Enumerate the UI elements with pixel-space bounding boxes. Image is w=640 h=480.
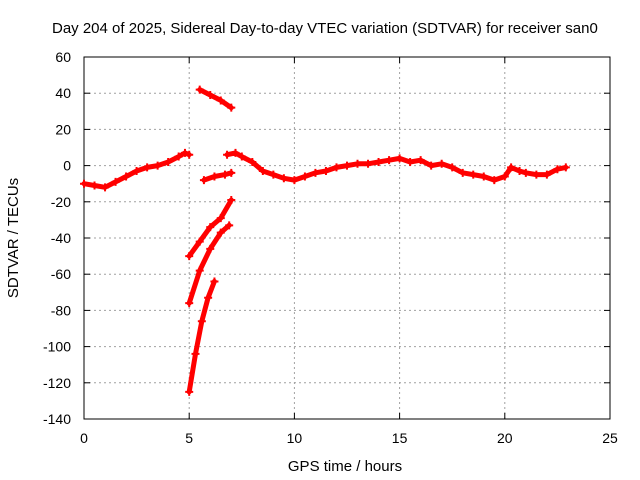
data-point	[227, 195, 236, 204]
data-point	[458, 168, 467, 177]
data-series	[80, 85, 570, 396]
data-point	[80, 179, 88, 188]
data-point	[311, 168, 320, 177]
data-point	[500, 172, 509, 181]
x-tick-label: 0	[80, 430, 88, 446]
data-point	[220, 170, 229, 179]
data-point	[427, 161, 436, 170]
data-point	[374, 157, 383, 166]
data-point	[469, 170, 478, 179]
data-point	[111, 177, 120, 186]
data-point	[185, 150, 194, 159]
axis-ticks	[83, 56, 611, 420]
x-tick-labels: 0 5 10 15 20 25	[80, 430, 618, 446]
x-tick-label: 5	[185, 430, 193, 446]
data-point	[223, 150, 232, 159]
y-tick-label: -140	[43, 411, 71, 427]
data-point	[164, 157, 173, 166]
y-tick-label: 20	[55, 121, 71, 137]
data-point	[185, 299, 194, 308]
data-point	[185, 387, 194, 396]
data-point	[153, 161, 162, 170]
data-point	[490, 176, 499, 185]
data-point	[353, 159, 362, 168]
data-point	[448, 163, 457, 172]
data-point	[174, 152, 183, 161]
data-point	[143, 163, 152, 172]
data-point	[90, 181, 99, 190]
data-point	[515, 167, 524, 176]
data-point	[210, 277, 219, 286]
data-point	[437, 159, 446, 168]
data-point	[507, 163, 516, 172]
data-point	[227, 103, 236, 112]
y-tick-label: -80	[51, 302, 71, 318]
data-point	[199, 176, 208, 185]
data-point	[479, 172, 488, 181]
data-point	[290, 176, 299, 185]
y-tick-label: -100	[43, 339, 71, 355]
data-point	[416, 156, 425, 165]
data-point	[122, 172, 131, 181]
data-point	[332, 163, 341, 172]
y-tick-label: -20	[51, 194, 71, 210]
data-point	[216, 214, 225, 223]
data-point	[258, 167, 267, 176]
data-point	[185, 252, 194, 261]
data-point	[206, 91, 215, 100]
data-point	[300, 172, 309, 181]
x-axis-label: GPS time / hours	[288, 458, 402, 475]
x-tick-label: 20	[497, 430, 513, 446]
x-tick-label: 15	[392, 430, 408, 446]
y-tick-label: 40	[55, 85, 71, 101]
data-point	[225, 221, 234, 230]
y-tick-label: 60	[55, 49, 71, 65]
data-point	[553, 165, 562, 174]
data-point	[195, 266, 204, 275]
data-point	[227, 168, 236, 177]
y-tick-label: 0	[63, 158, 71, 174]
y-tick-labels: -140 -120 -100 -80 -60 -40 -20 0 20 40 60	[43, 49, 71, 427]
data-point	[532, 170, 541, 179]
data-point	[237, 152, 246, 161]
data-point	[364, 159, 373, 168]
series-arc-upper	[197, 87, 234, 111]
data-point	[269, 170, 278, 179]
data-point	[561, 163, 570, 172]
data-point	[343, 161, 351, 170]
data-point	[132, 167, 141, 176]
data-point	[216, 228, 225, 237]
data-point	[321, 167, 330, 176]
data-point	[385, 156, 394, 165]
data-point	[216, 96, 225, 105]
data-point	[180, 148, 189, 157]
data-point	[406, 157, 415, 166]
y-tick-label: -40	[51, 230, 71, 246]
data-point	[206, 223, 215, 232]
y-tick-label: -60	[51, 266, 71, 282]
data-point	[542, 170, 551, 179]
data-point	[195, 237, 204, 246]
y-tick-label: -120	[43, 375, 71, 391]
x-tick-label: 10	[287, 430, 303, 446]
plot-frame	[83, 56, 611, 420]
data-point	[279, 174, 288, 183]
data-point	[195, 85, 204, 94]
data-point	[231, 148, 240, 157]
chart-title: Day 204 of 2025, Sidereal Day-to-day VTE…	[52, 20, 598, 37]
x-tick-label: 25	[602, 430, 618, 446]
data-point	[521, 168, 530, 177]
data-point	[248, 157, 257, 166]
data-point	[101, 183, 110, 192]
data-point	[197, 317, 206, 326]
data-point	[206, 244, 215, 253]
data-point	[204, 293, 213, 302]
data-point	[191, 349, 200, 358]
grid-lines	[84, 57, 610, 419]
data-point	[395, 154, 404, 163]
y-axis-label: SDTVAR / TECUs	[5, 178, 22, 298]
data-point	[210, 172, 219, 181]
